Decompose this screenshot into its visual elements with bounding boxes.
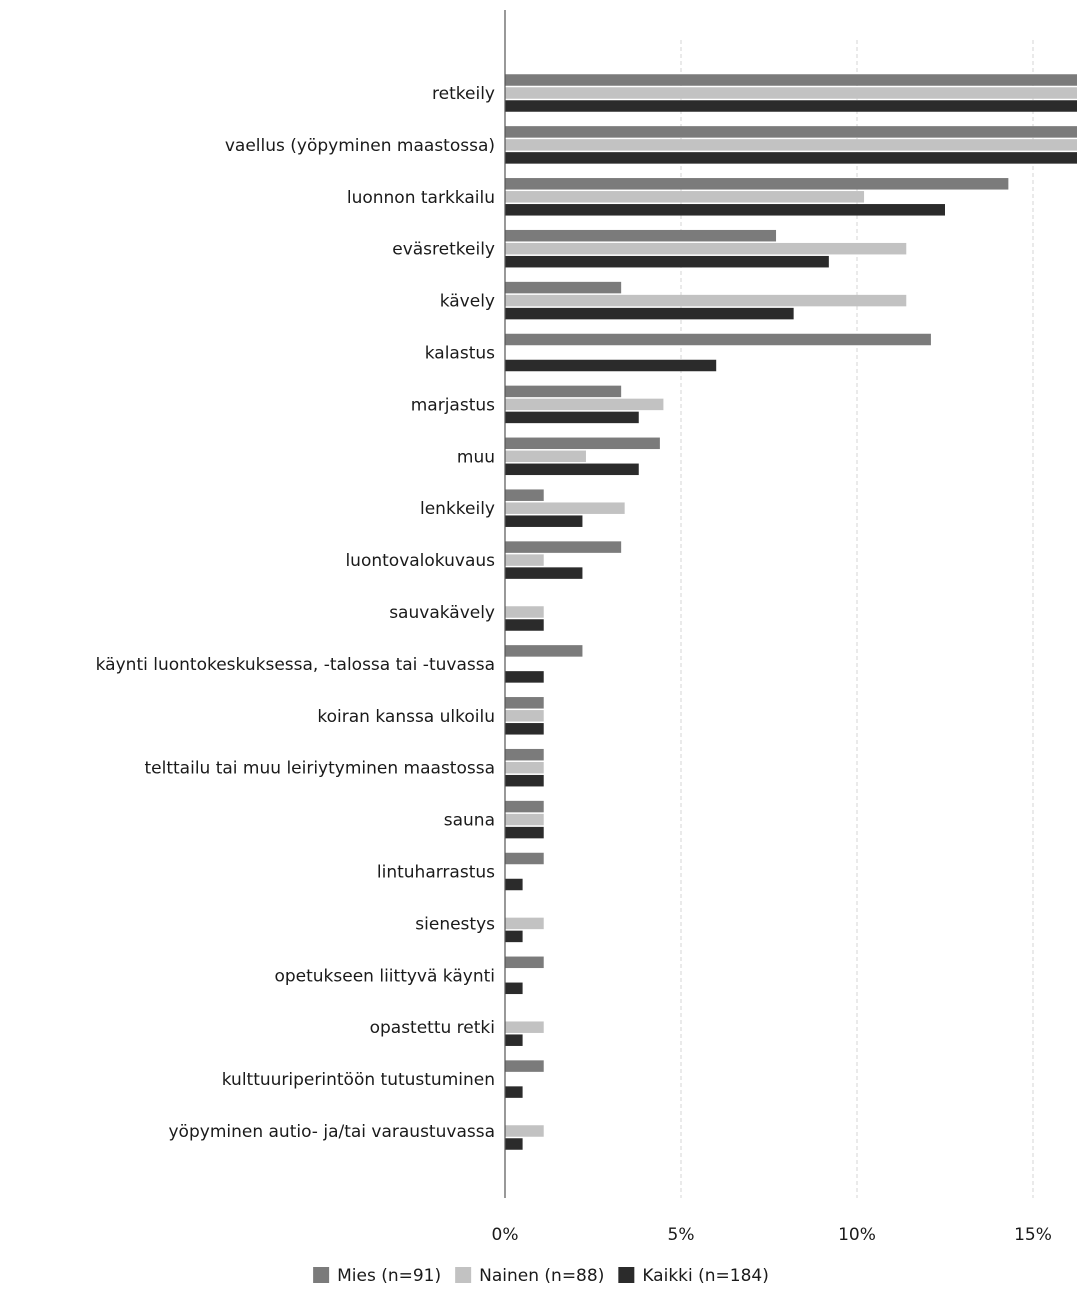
category-label: kalastus — [425, 344, 495, 364]
bar — [505, 697, 544, 709]
category-label: yöpyminen autio- ja/tai varaustuvassa — [169, 1122, 496, 1142]
bar — [505, 723, 544, 735]
bar — [505, 619, 544, 631]
bars — [505, 74, 1077, 1150]
bar — [505, 307, 794, 320]
category-label: luonnon tarkkailu — [347, 188, 495, 208]
bar — [505, 606, 544, 618]
bar — [505, 450, 586, 463]
bar — [505, 1021, 544, 1033]
category-label: sauna — [444, 811, 495, 831]
bar — [505, 385, 622, 398]
category-label: eväsretkeily — [392, 240, 495, 260]
category-label: kulttuuriperintöön tutustuminen — [222, 1070, 495, 1090]
x-tick-label: 15% — [1014, 1225, 1052, 1245]
bar — [505, 645, 583, 657]
bar — [505, 152, 1077, 164]
bar — [505, 1138, 523, 1150]
category-label: muu — [457, 447, 495, 467]
category-label: kävely — [440, 292, 495, 312]
category-label: lenkkeily — [420, 499, 495, 519]
bar — [505, 437, 660, 450]
bar — [505, 100, 1077, 112]
bar — [505, 878, 523, 891]
bar — [505, 204, 945, 216]
bar — [505, 567, 583, 579]
legend-swatch — [455, 1267, 472, 1283]
legend-label: Kaikki (n=184) — [642, 1266, 769, 1286]
legend-label: Nainen (n=88) — [479, 1266, 604, 1286]
bar — [505, 1034, 523, 1046]
bar — [505, 87, 1077, 99]
legend-label: Mies (n=91) — [337, 1266, 441, 1286]
bar — [505, 1086, 523, 1098]
category-label: sauvakävely — [389, 603, 495, 623]
bar — [505, 710, 544, 722]
x-tick-label: 5% — [668, 1225, 695, 1245]
bar — [505, 826, 544, 839]
bar — [505, 229, 777, 242]
category-label: vaellus (yöpyminen maastossa) — [225, 136, 495, 156]
bar — [505, 294, 907, 307]
x-tick-labels: 0%5%10%15%20%25%30% — [492, 1225, 1052, 1245]
bar — [505, 281, 622, 294]
bar — [505, 255, 829, 268]
category-label: marjastus — [411, 395, 495, 415]
x-tick-label: 10% — [838, 1225, 876, 1245]
bar — [505, 813, 544, 826]
category-label: koiran kanssa ulkoilu — [317, 707, 495, 727]
bar — [505, 761, 544, 774]
category-label: lintuharrastus — [377, 863, 495, 883]
bar — [505, 398, 664, 411]
bar — [505, 74, 1077, 86]
legend-swatch — [313, 1267, 330, 1283]
bar — [505, 774, 544, 787]
bar — [505, 917, 544, 930]
category-label: opastettu retki — [370, 1018, 495, 1038]
category-label: retkeily — [432, 84, 495, 104]
legend-swatch — [618, 1267, 635, 1283]
category-labels: retkeily vaellus (yöpyminen maastossa) luo… — [96, 84, 496, 1142]
bar — [505, 489, 544, 501]
bar — [505, 554, 544, 566]
bar — [505, 333, 931, 346]
category-label: käynti luontokeskuksessa, -talossa tai -… — [96, 655, 495, 675]
legend: Mies (n=91) Nainen (n=88) Kaikki (n=184) — [313, 1266, 769, 1286]
bar — [505, 1060, 544, 1072]
bar — [505, 852, 544, 865]
bar — [505, 800, 544, 813]
x-tick-label: 0% — [492, 1225, 519, 1245]
category-label: luontovalokuvaus — [345, 551, 495, 571]
bar — [505, 359, 717, 372]
bar — [505, 463, 639, 476]
bar — [505, 1125, 544, 1137]
bar — [505, 930, 523, 943]
bar — [505, 541, 622, 553]
bar — [505, 139, 1077, 151]
bar — [505, 748, 544, 761]
bar — [505, 671, 544, 683]
bar — [505, 242, 907, 255]
category-label: opetukseen liittyvä käynti — [274, 966, 495, 986]
bar — [505, 982, 523, 995]
category-label: sienestys — [415, 914, 495, 934]
bar — [505, 191, 865, 203]
bar — [505, 178, 1009, 190]
bar — [505, 411, 639, 424]
bar — [505, 515, 583, 527]
bar — [505, 956, 544, 969]
category-label: telttailu tai muu leiriytyminen maastoss… — [145, 759, 496, 779]
bar — [505, 502, 625, 514]
bar — [505, 126, 1077, 138]
